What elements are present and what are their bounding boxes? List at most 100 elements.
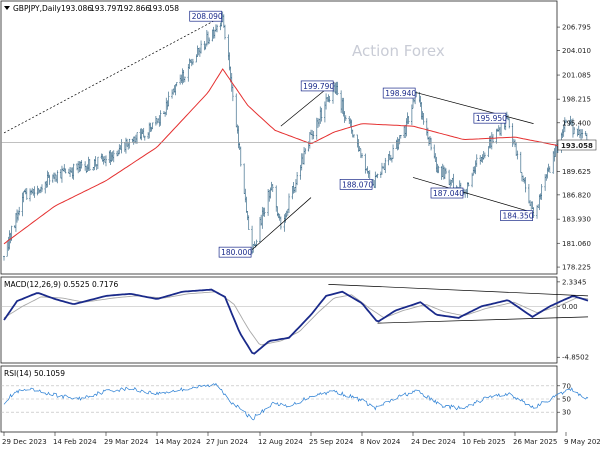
candle — [483, 152, 486, 159]
candle — [336, 81, 339, 96]
annotation-label: 208.090 — [192, 12, 223, 21]
annotation-label: 180.000 — [221, 248, 252, 257]
ohlc-close: 193.058 — [148, 4, 179, 13]
candle — [159, 110, 162, 126]
price-annotation: 187.040 — [430, 187, 464, 199]
candle — [80, 160, 83, 169]
ohlc-high: 193.797 — [90, 4, 121, 13]
channel-trendline — [412, 177, 534, 214]
price-y-tick-label: 198.215 — [562, 96, 591, 104]
candle — [312, 131, 315, 140]
candle — [565, 119, 567, 124]
channel-trendline — [416, 92, 534, 124]
candle — [239, 146, 242, 167]
x-tick-label: 24 Dec 2024 — [411, 438, 456, 446]
x-tick-label: 26 Mar 2025 — [513, 438, 557, 446]
price-y-tick-label: 206.795 — [562, 24, 591, 32]
candle — [288, 193, 290, 214]
annotation-box — [300, 80, 334, 92]
x-tick-label: 27 Jun 2024 — [206, 438, 249, 446]
candle — [437, 165, 440, 174]
annotation-label: 198.940 — [385, 89, 416, 98]
macd-line — [3, 288, 589, 355]
price-y-tick-label: 178.225 — [562, 264, 591, 272]
annotation-label: 187.040 — [433, 189, 464, 198]
candle — [136, 132, 138, 144]
candle — [41, 184, 43, 192]
candle — [263, 207, 266, 217]
price-annotation: 180.000 — [218, 246, 252, 258]
candle — [320, 107, 323, 122]
price-annotation: 198.940 — [382, 87, 416, 99]
price-y-tick-label: 201.085 — [562, 72, 591, 80]
price-y-tick-label: 204.010 — [562, 47, 591, 55]
x-tick-label: 14 Feb 2024 — [53, 438, 97, 446]
candle — [304, 148, 307, 155]
x-tick-label: 8 Nov 2024 — [360, 438, 401, 446]
macd-title: MACD(12,26,9) 0.5525 0.7176 — [4, 280, 118, 289]
candle — [96, 156, 99, 169]
macd-y-tick-label: 2.3345 — [562, 278, 587, 286]
candle — [584, 131, 587, 136]
price-annotation: 188.070 — [339, 179, 373, 190]
candle — [183, 76, 186, 83]
candle — [328, 95, 331, 103]
candle — [64, 168, 67, 174]
candle — [88, 159, 91, 171]
candle — [18, 206, 21, 216]
candle — [279, 216, 282, 230]
price-panel-frame — [0, 0, 558, 275]
candle — [296, 172, 298, 186]
candle — [540, 184, 543, 200]
candle — [352, 134, 355, 138]
candle — [112, 150, 115, 163]
candle — [576, 128, 579, 137]
rsi-title: RSI(14) 50.1059 — [4, 369, 65, 378]
candle — [72, 163, 75, 180]
macd-trendline — [328, 283, 589, 297]
channel-trendline — [251, 197, 312, 250]
candle — [581, 129, 584, 139]
candle — [407, 115, 410, 124]
candle — [430, 137, 432, 151]
candle — [561, 129, 564, 138]
candle — [475, 154, 478, 167]
annotation-box — [339, 179, 373, 190]
price-y-tick-label: 195.400 — [562, 119, 591, 127]
candle — [445, 168, 447, 175]
candle — [384, 157, 387, 174]
candle — [151, 122, 154, 130]
annotation-label: 184.350 — [503, 212, 534, 221]
moving-average-line — [3, 68, 589, 245]
candle — [192, 58, 194, 65]
price-annotation: 208.090 — [189, 10, 223, 22]
candle — [524, 177, 527, 193]
price-layer: 208.090 180.000 199.790 188.070 198.940 187.0… — [1, 10, 589, 261]
ohlc-low: 192.866 — [119, 4, 150, 13]
x-tick-label: 12 Aug 2024 — [258, 438, 303, 446]
rsi-y-tick-label: 30 — [562, 409, 571, 417]
collapse-triangle-icon[interactable] — [4, 6, 10, 10]
candle — [143, 135, 146, 141]
candle — [579, 129, 581, 139]
price-y-tick-label: 183.930 — [562, 216, 591, 224]
macd-trendline — [377, 316, 589, 324]
x-tick-label: 29 Dec 2023 — [2, 438, 47, 446]
x-tick-label: 25 Sep 2024 — [309, 438, 354, 446]
annotation-box — [189, 10, 223, 22]
candle — [105, 155, 107, 167]
macd-signal-line — [3, 291, 589, 346]
candle — [392, 144, 394, 159]
price-y-tick-label: 181.060 — [562, 240, 591, 248]
macd-panel-frame — [0, 276, 558, 364]
candle — [231, 84, 234, 102]
last-price-box — [557, 139, 597, 151]
candle — [361, 153, 363, 159]
candle — [422, 113, 425, 125]
candle — [175, 82, 178, 87]
annotation-label: 195.950 — [476, 114, 507, 123]
rsi-y-tick-label: 70 — [562, 382, 571, 390]
annotation-box — [500, 210, 533, 221]
candle — [508, 118, 511, 129]
price-annotation: 199.790 — [300, 80, 334, 92]
